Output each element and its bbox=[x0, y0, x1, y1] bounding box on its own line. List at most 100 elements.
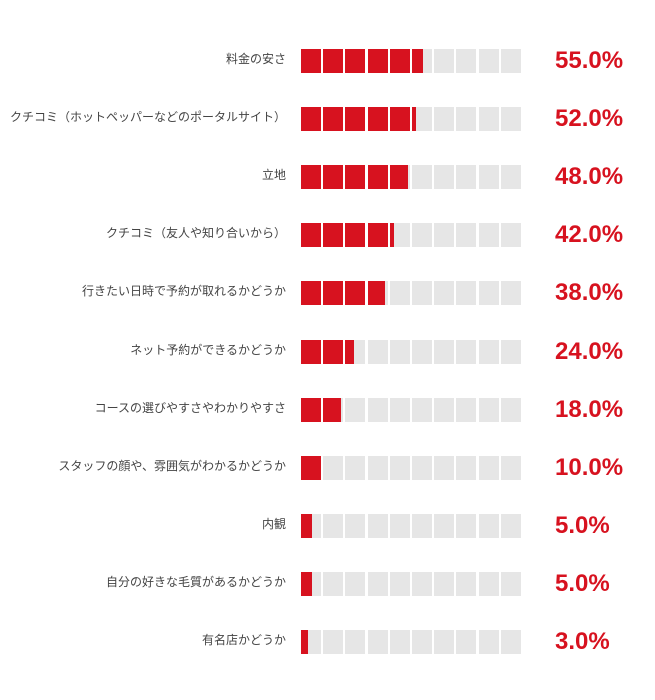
bar-cell-separator bbox=[409, 107, 412, 131]
value-label: 38.0% bbox=[555, 279, 624, 306]
bar-track-cell bbox=[500, 630, 521, 654]
bar-cell-separator bbox=[409, 456, 412, 480]
bar-fill bbox=[301, 456, 324, 480]
bar-cell-separator bbox=[476, 398, 479, 422]
category-label: 行きたい日時で予約が取れるかどうか bbox=[81, 284, 286, 298]
bar-cell-separator bbox=[432, 223, 435, 247]
bar-track-cell bbox=[478, 281, 499, 305]
bar-track-cell bbox=[478, 223, 499, 247]
bar-cell-separator bbox=[365, 49, 368, 73]
bar-cell-separator bbox=[343, 398, 346, 422]
bar-cell-separator bbox=[321, 630, 324, 654]
bar-cell-separator bbox=[498, 514, 501, 538]
bar-track bbox=[301, 165, 523, 189]
bar-cell-separator bbox=[476, 456, 479, 480]
bar-row: コースの選びやすさやわかりやすさ 18.0% bbox=[0, 397, 655, 423]
bar-cell-separator bbox=[409, 340, 412, 364]
category-label: 内観 bbox=[261, 517, 286, 531]
bar-cell-separator bbox=[321, 340, 324, 364]
bar-track-cell bbox=[478, 514, 499, 538]
bar-cell-separator bbox=[498, 456, 501, 480]
bar-cell-separator bbox=[454, 49, 457, 73]
bar-track-cell bbox=[500, 165, 521, 189]
value-label: 55.0% bbox=[555, 47, 624, 74]
bar-cell-separator bbox=[454, 572, 457, 596]
category-label: 有名店かどうか bbox=[201, 633, 286, 647]
bar-track-cell bbox=[500, 107, 521, 131]
bar-track-cell bbox=[345, 514, 366, 538]
bar-track bbox=[301, 281, 523, 305]
bar-cell-separator bbox=[476, 514, 479, 538]
bar-track-cell bbox=[412, 572, 432, 596]
bar-cell-separator bbox=[476, 223, 479, 247]
bar-cell-separator bbox=[409, 514, 412, 538]
bar-cell-separator bbox=[409, 223, 412, 247]
bar-cell-separator bbox=[365, 456, 368, 480]
bar-track-cell bbox=[456, 340, 477, 364]
bar-cell-separator bbox=[432, 630, 435, 654]
bar-track-cell bbox=[434, 630, 455, 654]
bar-row: 料金の安さ 55.0% bbox=[0, 47, 655, 74]
bar-cell-separator bbox=[454, 281, 457, 305]
bar-track-cell bbox=[389, 281, 410, 305]
bar-track-cell bbox=[500, 49, 521, 73]
bar-track bbox=[301, 107, 523, 131]
bar-track bbox=[301, 340, 523, 364]
category-label: クチコミ（ホットペッパーなどのポータルサイト） bbox=[9, 110, 286, 124]
bar-track-cell bbox=[412, 456, 432, 480]
bar-track-cell bbox=[367, 398, 388, 422]
bar-track-cell bbox=[367, 340, 388, 364]
bar-cell-separator bbox=[387, 165, 390, 189]
bar-track-cell bbox=[412, 630, 432, 654]
bar-track bbox=[301, 572, 523, 596]
bar-track-cell bbox=[456, 281, 477, 305]
bar-track-cell bbox=[367, 514, 388, 538]
bar-track-cell bbox=[478, 572, 499, 596]
bar-track-cell bbox=[389, 398, 410, 422]
bar-cell-separator bbox=[432, 572, 435, 596]
bar-cell-separator bbox=[321, 572, 324, 596]
bar-cell-separator bbox=[476, 107, 479, 131]
bar-cell-separator bbox=[498, 398, 501, 422]
bar-track-cell bbox=[389, 572, 410, 596]
bar-track-cell bbox=[434, 514, 455, 538]
bar-track-cell bbox=[478, 107, 499, 131]
bar-cell-separator bbox=[498, 165, 501, 189]
bar-cell-separator bbox=[387, 456, 390, 480]
bar-track-cell bbox=[412, 514, 432, 538]
bar-cell-separator bbox=[432, 281, 435, 305]
bar-cell-separator bbox=[409, 630, 412, 654]
value-label: 5.0% bbox=[555, 512, 610, 539]
bar-track bbox=[301, 223, 523, 247]
bar-track-cell bbox=[478, 49, 499, 73]
bar-track-cell bbox=[323, 572, 344, 596]
bar-track-cell bbox=[500, 572, 521, 596]
bar-cell-separator bbox=[476, 340, 479, 364]
bar-cell-separator bbox=[365, 340, 368, 364]
bar-cell-separator bbox=[365, 107, 368, 131]
bar-row: クチコミ（友人や知り合いから） 42.0% bbox=[0, 222, 655, 248]
bar-track-cell bbox=[478, 340, 499, 364]
bar-cell-separator bbox=[365, 514, 368, 538]
bar-track-cell bbox=[434, 572, 455, 596]
bar-track-cell bbox=[434, 340, 455, 364]
bar-cell-separator bbox=[432, 340, 435, 364]
bar-track bbox=[301, 49, 523, 73]
bar-track-cell bbox=[434, 107, 455, 131]
value-label: 10.0% bbox=[555, 454, 624, 481]
bar-track-cell bbox=[456, 572, 477, 596]
bar-track-cell bbox=[500, 398, 521, 422]
bar-cell-separator bbox=[409, 398, 412, 422]
bar-track-cell bbox=[389, 456, 410, 480]
bar-track-cell bbox=[412, 398, 432, 422]
bar-cell-separator bbox=[387, 107, 390, 131]
bar-cell-separator bbox=[432, 456, 435, 480]
bar-track-cell bbox=[389, 514, 410, 538]
bar-cell-separator bbox=[321, 281, 324, 305]
bar-cell-separator bbox=[432, 107, 435, 131]
bar-cell-separator bbox=[365, 281, 368, 305]
bar-cell-separator bbox=[387, 340, 390, 364]
bar-cell-separator bbox=[343, 281, 346, 305]
bar-track bbox=[301, 514, 523, 538]
bar-track-cell bbox=[456, 107, 477, 131]
